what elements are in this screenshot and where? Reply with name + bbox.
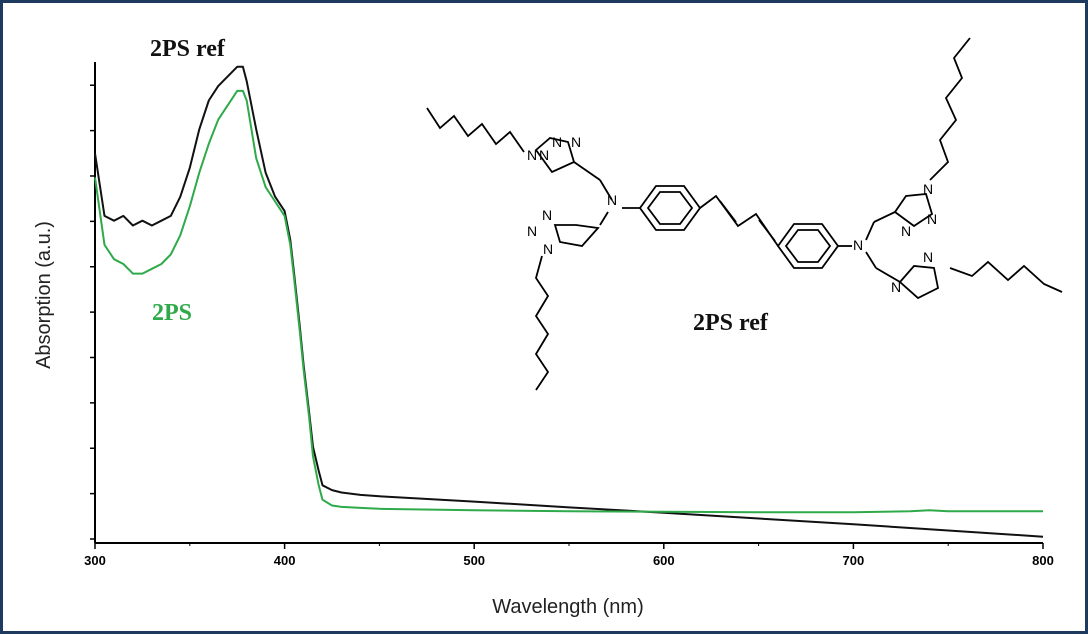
data-series	[94, 65, 1044, 538]
atom-label: N	[543, 241, 553, 257]
atom-label: N	[527, 223, 537, 239]
x-axis-title: Wavelength (nm)	[492, 596, 644, 618]
atom-label: N	[901, 223, 911, 239]
atom-label: N	[853, 237, 863, 253]
molecule-structure	[426, 37, 1063, 391]
x-tick-label: 300	[84, 553, 106, 568]
series-line-2ps	[94, 89, 1043, 514]
atom-label: N	[607, 192, 617, 208]
x-tick-label: 800	[1032, 553, 1054, 568]
label-2ps-ref-structure: 2PS ref	[693, 310, 769, 336]
atom-label: N	[539, 147, 549, 163]
atom-label: N	[927, 211, 937, 227]
atom-label: N	[891, 279, 901, 295]
label-2ps-ref-top: 2PS ref	[150, 36, 226, 62]
atom-label: N	[542, 207, 552, 223]
atom-label: N	[571, 134, 581, 150]
y-axis-title: Absorption (a.u.)	[33, 221, 55, 369]
series-line-2ps-ref	[94, 65, 1044, 538]
label-2ps: 2PS	[152, 300, 192, 326]
x-tick-label: 400	[274, 553, 296, 568]
atom-label: N	[527, 147, 537, 163]
atom-label: N	[923, 181, 933, 197]
x-tick-label: 700	[843, 553, 865, 568]
atom-label: N	[923, 249, 933, 265]
atom-label: N	[552, 134, 562, 150]
y-ticks	[90, 84, 95, 540]
x-tick-label: 500	[463, 553, 485, 568]
x-ticks: 300 400 500 600 700 800	[84, 543, 1054, 568]
x-tick-label: 600	[653, 553, 675, 568]
